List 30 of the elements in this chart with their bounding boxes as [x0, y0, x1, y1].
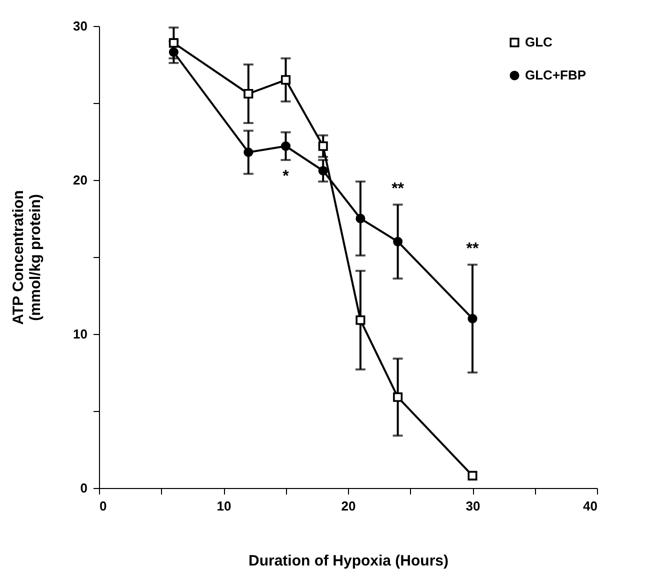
x-tick-label: 0 — [100, 498, 107, 514]
point — [318, 141, 328, 151]
point — [468, 470, 478, 480]
point — [356, 315, 366, 325]
y-tick-label: 20 — [73, 172, 88, 188]
y-axis-title: ATP Concentration (mmol/kg protein) — [10, 190, 44, 325]
point — [244, 148, 254, 158]
annotation: ** — [392, 180, 405, 198]
x-axis-title: Duration of Hypoxia (Hours) — [248, 552, 449, 570]
point — [468, 314, 478, 324]
annotation: ** — [466, 240, 480, 258]
point — [280, 75, 291, 85]
point — [168, 38, 178, 48]
point — [393, 392, 403, 402]
y-tick-label: 10 — [73, 326, 88, 342]
x-tick-label: 40 — [583, 498, 598, 514]
y-tick-label: 30 — [73, 18, 88, 34]
point — [356, 214, 366, 224]
annotation: * — [282, 168, 290, 185]
point — [318, 166, 328, 176]
x-tick-label: 20 — [341, 498, 356, 514]
point — [244, 88, 254, 99]
point — [168, 47, 178, 57]
point — [393, 236, 403, 246]
x-tick-label: 30 — [466, 498, 480, 514]
x-tick-label: 10 — [216, 498, 232, 514]
y-tick-label: 0 — [80, 480, 88, 496]
point — [280, 141, 291, 151]
legend-label: GLC+FBP — [525, 68, 586, 82]
legend-label: GLC — [525, 34, 554, 50]
